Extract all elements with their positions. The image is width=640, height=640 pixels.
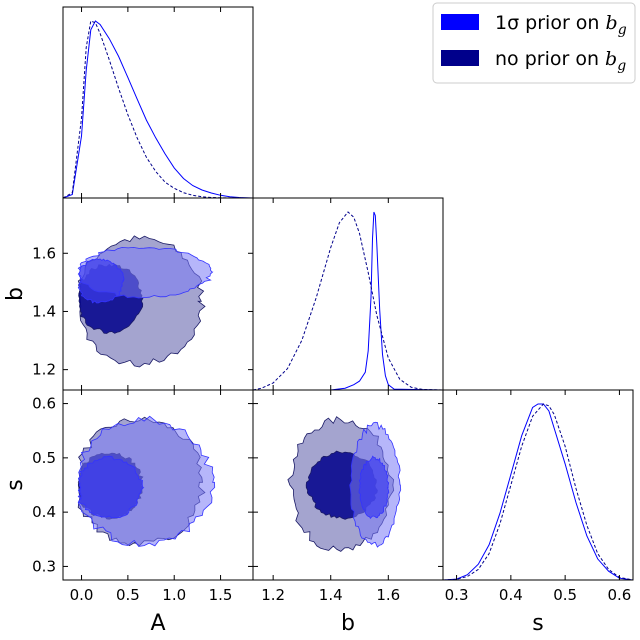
y-tick-label-b: 1.6 [32,244,56,262]
x-tick-label-s: 0.5 [553,586,577,604]
legend-entry-label: 1σ prior on bg [495,12,627,38]
contour-layer [77,235,402,552]
marginal-noprior-b [253,211,443,390]
y-tick-label-s: 0.6 [32,395,56,413]
y-axis-label-s: s [3,479,28,490]
marginal-noprior-A [63,20,253,198]
marginal-curve-layer [63,20,633,580]
x-axis-label-b: b [341,611,355,636]
contour-prior-68-s_vs_A [77,455,145,519]
x-tick-label-A: 1.5 [209,586,233,604]
panel-frame-layer [62,6,634,581]
y-axis-label-b: b [3,287,28,301]
x-tick-label-s: 0.3 [445,586,469,604]
x-tick-label-A: 0.0 [70,586,94,604]
marginal-prior-b [253,211,443,390]
x-tick-label-s: 0.4 [499,586,523,604]
marginal-prior-s [443,403,633,580]
legend: 1σ prior on bg no prior on bg [432,2,636,84]
panel-frame-1-1 [252,197,444,391]
x-tick-label-b: 1.4 [319,586,343,604]
legend-swatch [441,14,479,30]
x-tick-label-s: 0.6 [607,586,631,604]
x-tick-label-A: 0.5 [116,586,140,604]
contour-prior-68-s_vs_b [358,455,390,519]
x-axis-label-A: A [150,611,165,636]
panel-frame-2-2 [442,389,634,581]
marginal-noprior-s [443,403,633,580]
y-tick-label-b: 1.4 [32,302,56,320]
x-axis-label-s: s [532,611,543,636]
panel-frame-0-0 [62,6,254,199]
marginal-prior-A [63,20,253,198]
legend-box [432,2,636,84]
tick-layer: 0.0 0.5 1.0 1.5 1.2 1.4 1.6 0.3 0.4 0.5 0.6 1.2 1.4 1… [32,7,631,604]
y-tick-label-b: 1.2 [32,361,56,379]
y-tick-label-s: 0.3 [32,557,56,575]
x-tick-label-b: 1.2 [261,586,285,604]
y-tick-label-s: 0.4 [32,503,56,521]
x-tick-label-A: 1.0 [162,586,186,604]
legend-entry-label: no prior on bg [495,48,626,74]
x-tick-label-b: 1.6 [376,586,400,604]
legend-swatch [441,50,479,66]
contour-prior-68-b_vs_A [77,258,125,304]
y-tick-label-s: 0.5 [32,449,56,467]
